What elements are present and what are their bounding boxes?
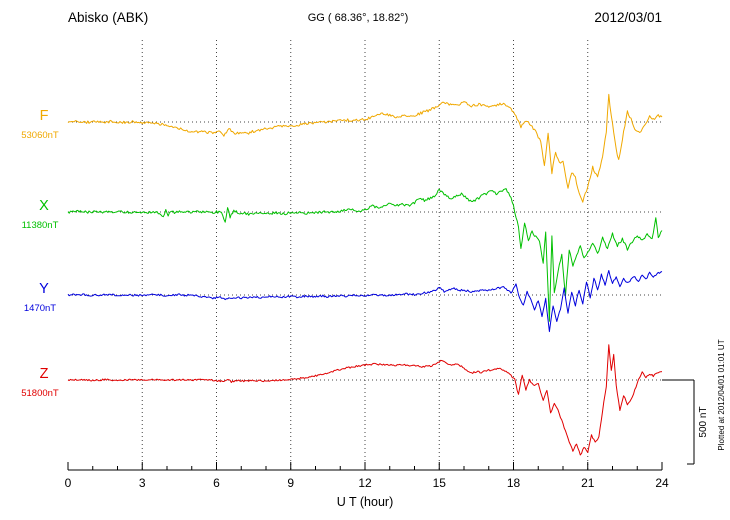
gridlines-layer — [141, 40, 589, 470]
x-tick-label: 24 — [655, 476, 669, 490]
x-tick-label: 21 — [581, 476, 595, 490]
component-basevalue-Z: 51800nT — [21, 388, 59, 399]
component-basevalue-X: 11380nT — [22, 220, 59, 231]
trace-X — [67, 188, 663, 322]
trace-Z — [67, 344, 663, 456]
component-basevalue-F: 53060nT — [21, 130, 59, 141]
component-basevalue-Y: 1470nT — [24, 303, 56, 314]
x-tick-label: 12 — [358, 476, 372, 490]
plotted-at-footnote: Plotted at 2012/04/01 01:01 UT — [717, 339, 726, 450]
date-label: 2012/03/01 — [594, 10, 662, 25]
series-labels-layer: F 53060nT X 11380nT Y 1470nT Z 51800nT — [21, 108, 59, 399]
component-letter-F: F — [40, 108, 49, 124]
x-axis-layer: 0 3 6 9 12 15 18 21 24 — [65, 462, 669, 490]
scale-bar: 500 nT — [662, 379, 709, 465]
x-tick-label: 15 — [433, 476, 447, 490]
trace-F — [67, 93, 663, 203]
x-tick-label: 3 — [139, 476, 146, 490]
x-tick-label: 0 — [65, 476, 72, 490]
component-letter-X: X — [39, 198, 49, 214]
scale-bar-label: 500 nT — [698, 406, 709, 437]
geographic-coords-label: GG ( 68.36°, 18.82°) — [308, 12, 409, 24]
x-tick-label: 9 — [287, 476, 294, 490]
component-letter-Z: Z — [40, 366, 49, 382]
component-letter-Y: Y — [39, 281, 49, 297]
station-title: Abisko (ABK) — [68, 10, 148, 25]
x-axis-title: U T (hour) — [337, 495, 394, 509]
traces-layer — [67, 93, 663, 456]
baselines-layer — [68, 121, 662, 381]
x-tick-label: 6 — [213, 476, 220, 490]
x-tick-label: 18 — [507, 476, 521, 490]
trace-Y — [67, 270, 663, 333]
